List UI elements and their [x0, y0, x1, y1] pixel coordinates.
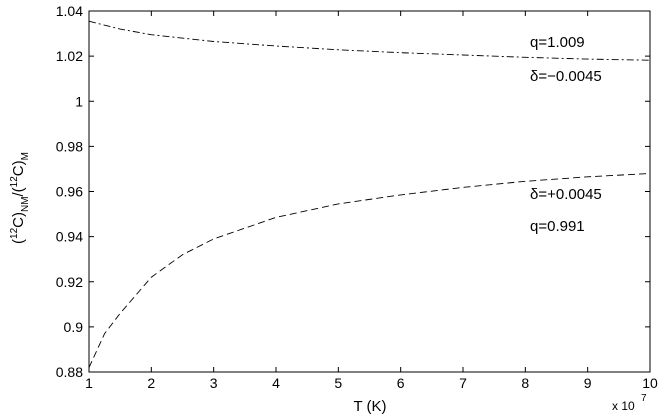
x-axis-title: T (K)	[353, 398, 386, 415]
x-tick-label: 4	[272, 375, 280, 391]
axis-ticks: 1 2 3 4 5 6 7 8 9 10 0.88 0.9 0.92 0.94 0.96 0.98 1 1.02 1…	[56, 3, 658, 391]
y-tick-label: 0.96	[56, 184, 83, 200]
y-tick-label: 1.04	[56, 3, 83, 19]
y-tick-label: 1.02	[56, 48, 83, 64]
annotation-upper-delta: δ=−0.0045	[530, 68, 602, 85]
annotation-lower-delta: δ=+0.0045	[530, 186, 602, 203]
x-tick-label: 8	[521, 375, 529, 391]
annotation-upper-q: q=1.009	[530, 34, 585, 51]
x-tick-label: 10	[642, 375, 658, 391]
y-tick-label: 1	[75, 93, 83, 109]
plot-area	[88, 10, 651, 373]
x-tick-label: 9	[584, 375, 592, 391]
series-layer	[88, 20, 651, 368]
x-tick-label: 5	[334, 375, 342, 391]
x-multiplier-exponent: 7	[641, 393, 647, 404]
y-tick-label: 0.9	[64, 319, 84, 335]
y-axis-title: (12C)NM/(12C)M	[9, 152, 31, 244]
x-tick-label: 7	[459, 375, 467, 391]
y-tick-label: 0.92	[56, 274, 83, 290]
annotation-lower-q: q=0.991	[530, 218, 585, 235]
x-tick-label: 3	[210, 375, 218, 391]
x-tick-label: 1	[85, 375, 93, 391]
y-tick-label: 0.94	[56, 229, 83, 245]
x-multiplier: x 10	[612, 399, 635, 413]
svg-text:(12C)NM/(12C)M: (12C)NM/(12C)M	[9, 152, 31, 244]
x-tick-label: 6	[397, 375, 405, 391]
series-line-upper	[88, 20, 651, 61]
y-tick-label: 0.88	[56, 364, 83, 380]
y-tick-label: 0.98	[56, 138, 83, 154]
x-tick-label: 2	[147, 375, 155, 391]
